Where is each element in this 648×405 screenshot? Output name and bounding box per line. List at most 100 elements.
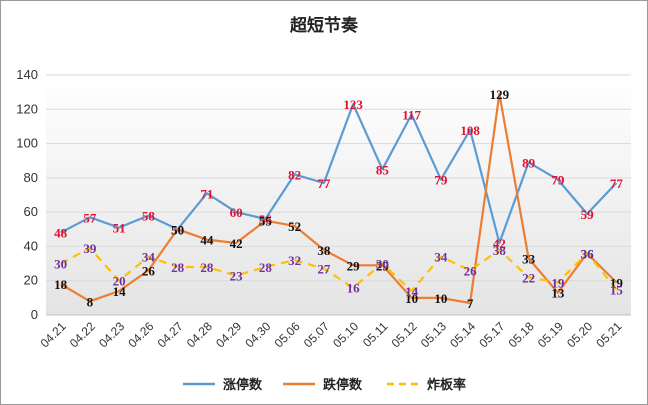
x-tick-label: 04.22 <box>67 319 98 350</box>
data-label: 14 <box>113 284 127 299</box>
x-tick-label: 05.19 <box>535 319 566 350</box>
data-label: 58 <box>142 209 156 224</box>
x-tick-label: 05.14 <box>447 319 478 350</box>
x-tick-label: 05.13 <box>418 319 449 350</box>
data-label: 30 <box>376 257 389 272</box>
series-line-2 <box>60 247 618 293</box>
data-label: 22 <box>522 270 535 285</box>
data-label: 50 <box>171 222 184 237</box>
legend-label: 炸板率 <box>427 377 466 393</box>
data-label: 26 <box>142 263 156 278</box>
data-label: 10 <box>405 291 418 306</box>
chart-title: 超短节奏 <box>290 15 359 36</box>
x-tick-label: 05.18 <box>506 319 537 350</box>
series-line-0 <box>60 102 618 245</box>
x-tick-label: 04.26 <box>125 319 156 350</box>
data-label: 77 <box>610 176 624 191</box>
y-tick-label: 100 <box>16 136 38 151</box>
data-label: 79 <box>434 173 448 188</box>
data-label: 56 <box>259 212 273 227</box>
x-tick-label: 04.29 <box>213 319 244 350</box>
y-tick-label: 60 <box>24 204 38 219</box>
data-label: 7 <box>467 296 474 311</box>
data-label: 23 <box>230 269 244 284</box>
legend: 涨停数 跌停数 炸板率 <box>183 377 466 393</box>
data-label: 19 <box>610 275 624 290</box>
data-label: 79 <box>551 173 565 188</box>
data-label: 15 <box>610 282 624 297</box>
x-tick-label: 05.07 <box>301 319 332 350</box>
data-label: 20 <box>113 274 126 289</box>
data-label: 28 <box>200 260 214 275</box>
x-axis-ticks: 04.2104.2204.2304.2604.2704.2804.2904.30… <box>38 319 625 350</box>
data-label: 14 <box>405 284 419 299</box>
data-label: 16 <box>347 281 361 296</box>
x-tick-label: 05.10 <box>330 319 361 350</box>
series-lines <box>60 92 618 305</box>
data-label: 82 <box>288 167 301 182</box>
series-line-1 <box>60 92 618 305</box>
y-tick-label: 40 <box>24 238 38 253</box>
data-label: 50 <box>171 222 184 237</box>
data-label: 89 <box>522 155 536 170</box>
data-label: 71 <box>200 186 213 201</box>
x-tick-label: 05.17 <box>476 319 507 350</box>
data-label: 38 <box>317 243 331 258</box>
y-tick-label: 0 <box>31 307 38 322</box>
x-tick-label: 05.12 <box>389 319 420 350</box>
data-label: 60 <box>230 205 243 220</box>
data-label: 32 <box>288 253 301 268</box>
data-label: 34 <box>434 250 448 265</box>
data-label: 48 <box>54 226 68 241</box>
data-label: 123 <box>343 97 363 112</box>
x-tick-label: 04.28 <box>184 319 215 350</box>
data-label: 8 <box>87 294 94 309</box>
data-label: 55 <box>259 214 273 229</box>
data-label: 59 <box>581 207 595 222</box>
data-label: 27 <box>317 262 331 277</box>
data-label: 57 <box>83 210 97 225</box>
data-label: 28 <box>259 260 273 275</box>
data-label: 13 <box>551 286 565 301</box>
data-label: 33 <box>522 251 536 266</box>
data-label: 28 <box>171 260 185 275</box>
data-label: 29 <box>376 258 390 273</box>
data-label: 36 <box>581 246 595 261</box>
data-label: 77 <box>317 176 331 191</box>
data-label: 108 <box>460 123 480 138</box>
data-label: 18 <box>54 277 68 292</box>
x-tick-label: 04.23 <box>96 319 127 350</box>
data-label: 117 <box>402 107 421 122</box>
y-axis-ticks: 0 20 40 60 80 100 120 140 <box>16 67 38 322</box>
x-tick-label: 04.27 <box>155 319 186 350</box>
data-label: 42 <box>230 236 243 251</box>
x-tick-label: 04.21 <box>38 319 69 350</box>
y-tick-label: 120 <box>16 101 38 116</box>
data-label: 36 <box>581 246 595 261</box>
data-label: 129 <box>490 87 510 102</box>
data-label: 52 <box>288 219 301 234</box>
data-label: 39 <box>83 241 97 256</box>
data-label: 19 <box>551 275 565 290</box>
y-tick-label: 20 <box>24 273 38 288</box>
data-label: 30 <box>54 257 67 272</box>
data-label: 42 <box>493 236 506 251</box>
x-tick-label: 05.06 <box>272 319 303 350</box>
x-tick-label: 05.21 <box>593 319 624 350</box>
y-tick-label: 80 <box>24 170 38 185</box>
data-label: 51 <box>113 221 126 236</box>
data-label: 44 <box>200 233 214 248</box>
data-label: 38 <box>493 243 507 258</box>
data-label: 85 <box>376 162 390 177</box>
legend-label: 跌停数 <box>323 377 363 393</box>
x-tick-label: 05.11 <box>360 319 391 350</box>
data-label: 29 <box>347 258 361 273</box>
data-label: 26 <box>464 263 478 278</box>
legend-label: 涨停数 <box>222 377 263 393</box>
x-tick-label: 04.30 <box>242 319 273 350</box>
x-tick-label: 05.20 <box>564 319 595 350</box>
data-label: 10 <box>434 291 447 306</box>
